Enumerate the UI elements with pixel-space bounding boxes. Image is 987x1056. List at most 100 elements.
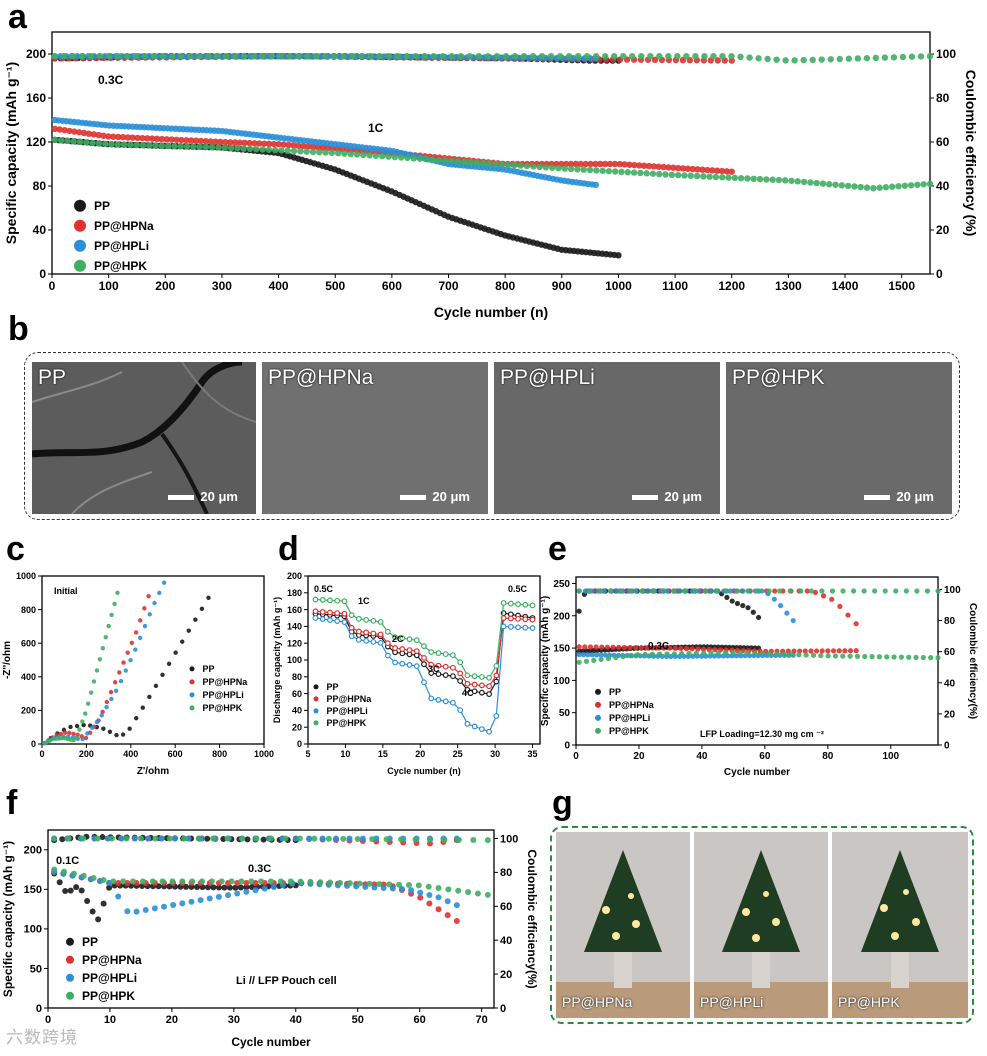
capacity-point-pp-hpna [655, 645, 661, 651]
capacity-point-pp-hpk [209, 144, 216, 151]
data-point-pp [457, 678, 464, 684]
capacity-point-pp-hpli [380, 884, 387, 891]
capacity-point-pp-hpk [95, 140, 103, 147]
data-point-pp-hpk [471, 673, 478, 680]
capacity-point-pp-hpk [303, 148, 310, 155]
data-point-pp-hpk [85, 701, 91, 706]
capacity-point-pp-hpna [100, 132, 107, 139]
efficiency-point-pp-hpk [96, 53, 104, 60]
capacity-point-pp-hpna [638, 645, 644, 651]
efficiency-point-pp-hpk [899, 53, 907, 61]
capacity-point-pp-hpna [270, 140, 278, 148]
efficiency-point-pp-hpk [325, 835, 332, 842]
capacity-point-pp-hpk [199, 878, 206, 885]
x-tick-label: 70 [475, 1014, 487, 1026]
x-tick-label: 400 [123, 749, 138, 759]
capacity-point-pp-hpna [577, 160, 584, 168]
efficiency-point-pp-hpk [426, 836, 433, 843]
capacity-point-pp-hpna [295, 142, 302, 149]
capacity-point-pp-hpk [83, 139, 90, 146]
capacity-point-pp-hpna [636, 162, 643, 169]
x-tick-label: 300 [212, 279, 232, 293]
efficiency-point-pp-hpli [346, 835, 353, 842]
data-point-pp-hpna [442, 663, 449, 670]
capacity-point-pp-hpk [385, 153, 392, 160]
efficiency-point-pp-hpk [87, 53, 95, 60]
legend-label: PP [82, 935, 98, 949]
capacity-point-pp-hpk [598, 656, 604, 663]
capacity-point-pp-hpk [583, 658, 590, 664]
capacity-point-pp-hpk [561, 165, 569, 172]
capacity-point-pp-hpna [597, 160, 604, 168]
efficiency-point-pp-hpk [141, 53, 149, 60]
y2-tick-label: 80 [936, 91, 950, 105]
capacity-point-pp-hpli [243, 888, 250, 895]
efficiency-point-pp-hpk [574, 53, 582, 60]
capacity-point-pp-hpk [127, 141, 134, 149]
x-tick-label: 900 [552, 279, 572, 293]
efficiency-point-pp-hpk [845, 55, 852, 62]
efficiency-point-pp-hpli [359, 835, 366, 842]
capacity-point-pp-hpk [681, 172, 688, 179]
efficiency-point-pp-hpk [745, 588, 751, 594]
data-point-pp-hpli [152, 600, 157, 606]
efficiency-point-pp [729, 598, 735, 604]
capacity-point-pp [62, 888, 69, 895]
capacity-point-pp-hpk [307, 878, 314, 885]
capacity-point-pp-hpk [334, 149, 342, 157]
y-tick-label: 200 [553, 611, 570, 622]
capacity-point-pp-hpk [549, 164, 556, 171]
capacity-point-pp-hpk [183, 143, 191, 150]
capacity-point-pp-hpli [435, 894, 442, 901]
capacity-point-pp-hpk [80, 872, 87, 879]
efficiency-point-pp-hpk [114, 53, 122, 60]
capacity-point-pp-hpk [327, 879, 334, 886]
capacity-point-pp-hpk [593, 167, 600, 174]
legend-label: PP [327, 682, 339, 692]
efficiency-point-pp-hpk [782, 57, 789, 64]
capacity-point-pp-hpna [158, 135, 166, 143]
efficiency-point-pp-hpk [186, 53, 194, 60]
data-point-pp-hpk [97, 657, 103, 662]
data-point-pp-hpna [108, 689, 114, 695]
capacity-point-pp-hpli [115, 893, 122, 900]
capacity-point-pp-hpna [153, 135, 161, 143]
efficiency-point-pp-hpli [158, 835, 165, 842]
capacity-point-pp-hpna [640, 162, 648, 169]
capacity-point-pp-hpk [246, 145, 254, 153]
y2-tick-label: 20 [500, 969, 512, 981]
efficiency-point-pp-hpk [493, 53, 501, 60]
capacity-point-pp-hpk [898, 654, 904, 660]
data-point-pp-hpna [399, 646, 406, 652]
x-tick-label: 25 [453, 749, 463, 759]
capacity-point-pp-hpk [523, 162, 531, 170]
capacity-point-pp-hpna [606, 160, 614, 168]
efficiency-point-pp [750, 609, 756, 615]
data-point-pp [140, 705, 145, 710]
efficiency-point-pp-hpk [484, 53, 492, 60]
capacity-point-pp-hpk [271, 146, 279, 154]
capacity-point-pp-hpk [891, 654, 897, 660]
efficiency-point-pp-hpk [511, 53, 519, 60]
capacity-point-pp-hpli [602, 652, 608, 658]
capacity-point-pp-hpk [159, 878, 166, 885]
x-tick-label: 1500 [888, 279, 915, 293]
y2-tick-label: 100 [936, 47, 956, 61]
capacity-point-pp [89, 908, 96, 915]
legend-marker [595, 701, 601, 708]
capacity-point-pp-hpli [225, 892, 232, 899]
capacity-point-pp-hpna [134, 134, 141, 142]
x-axis-label: Cycle number [231, 1035, 311, 1049]
sem-crack-texture [32, 362, 256, 514]
capacity-point-pp-hpk [445, 886, 452, 893]
data-point-pp-hpk [334, 597, 341, 604]
data-point-pp [180, 639, 185, 644]
capacity-point-pp-hpna [173, 136, 180, 143]
y-tick-label: 0 [36, 1003, 42, 1015]
y2-tick-label: 0 [944, 741, 950, 752]
capacity-point-pp-hpna [197, 137, 205, 145]
y-tick-label: 600 [21, 638, 36, 648]
efficiency-point-pp-hpk [854, 55, 862, 62]
capacity-point-pp-hpna [426, 900, 433, 907]
x-axis-label: Cycle number (n) [434, 304, 548, 320]
